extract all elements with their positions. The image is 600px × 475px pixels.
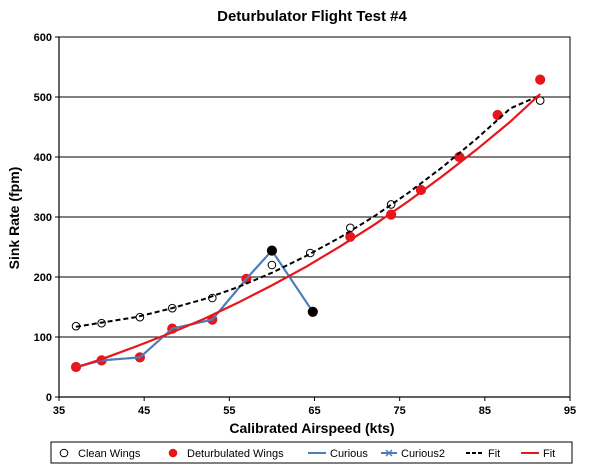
series-0-point-5 <box>267 260 277 270</box>
series-1-point-10 <box>415 184 427 196</box>
series-0-point-7 <box>345 223 355 233</box>
legend-label-5: Fit <box>543 448 555 460</box>
series-5 <box>75 93 541 369</box>
legend-marker-3 <box>385 449 393 457</box>
y-tick-label-0: 0 <box>46 392 52 404</box>
y-tick-label-1: 100 <box>34 332 52 344</box>
series-4 <box>75 94 541 328</box>
series-3-point-1 <box>307 306 318 317</box>
series-layer <box>70 74 546 373</box>
legend-marker-1 <box>168 448 178 458</box>
series-1-point-13 <box>535 74 546 85</box>
series-3 <box>266 245 318 317</box>
legend-item-1: Deturbulated Wings <box>168 448 284 460</box>
y-tick-label-4: 400 <box>34 152 52 164</box>
y-tick-label-3: 300 <box>34 212 52 224</box>
legend-item-0: Clean Wings <box>59 448 141 460</box>
x-tick-label-2: 55 <box>223 405 235 417</box>
series-4-line <box>75 94 541 328</box>
x-tick-label-3: 65 <box>308 405 320 417</box>
y-axis-title: Sink Rate (fpm) <box>6 167 22 270</box>
legend: Clean Wings Deturbulated Wings Curious Curi… <box>50 441 573 464</box>
series-5-line <box>75 93 541 369</box>
y-tick-label-2: 200 <box>34 272 52 284</box>
y-tick-label-6: 600 <box>34 32 52 44</box>
legend-item-4: Fit <box>466 448 500 460</box>
tick-labels: 0 100 200 300 400 500 600 35 45 55 65 75 85 95 <box>34 32 576 417</box>
legend-item-3: Curious2 <box>381 448 445 460</box>
series-0-point-10 <box>535 96 545 105</box>
x-axis-title: Calibrated Airspeed (kts) <box>229 420 394 436</box>
legend-label-1: Deturbulated Wings <box>187 448 284 460</box>
legend-label-0: Clean Wings <box>78 448 141 460</box>
x-tick-label-5: 85 <box>479 405 491 417</box>
x-tick-label-0: 35 <box>53 405 65 417</box>
legend-label-4: Fit <box>488 448 500 460</box>
x-tick-label-1: 45 <box>138 405 150 417</box>
chart-title: Deturbulator Flight Test #4 <box>217 8 407 25</box>
x-tick-label-6: 95 <box>564 405 576 417</box>
legend-marker-0 <box>59 448 69 458</box>
y-tick-label-5: 500 <box>34 92 52 104</box>
legend-label-2: Curious <box>330 448 368 460</box>
legend-label-3: Curious2 <box>401 448 445 460</box>
legend-item-5: Fit <box>521 448 555 460</box>
series-3-point-0 <box>266 245 277 256</box>
legend-item-2: Curious <box>308 448 368 460</box>
x-tick-label-4: 75 <box>394 405 406 417</box>
axes <box>55 36 571 401</box>
